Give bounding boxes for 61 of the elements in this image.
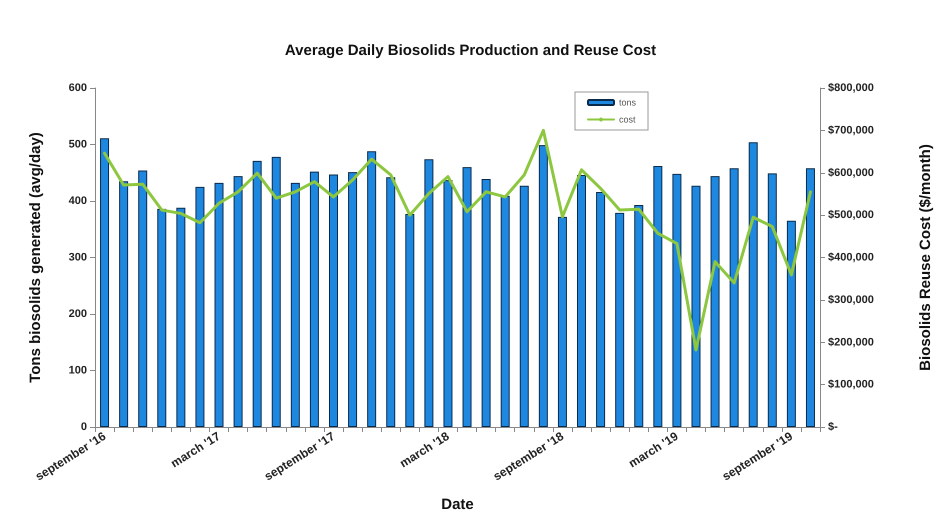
y2-tick-label: $800,000: [828, 82, 874, 94]
bar: [290, 182, 300, 427]
y2-tick-label: $100,000: [828, 378, 874, 391]
y2-tick-label: $300,000: [828, 294, 874, 306]
y2-tick-label: $-: [828, 421, 838, 433]
y-tick-label: 0: [80, 421, 87, 433]
bar: [443, 180, 452, 427]
bar: [520, 186, 529, 427]
bar: [730, 168, 739, 427]
bar: [748, 142, 758, 427]
bar: [615, 212, 624, 427]
bar: [672, 174, 682, 427]
legend-label: tons: [619, 98, 637, 108]
legend-label: cost: [619, 114, 636, 124]
y2-tick-label: $200,000: [828, 336, 874, 348]
bar: [596, 192, 606, 427]
bar: [310, 172, 319, 427]
bar: [252, 160, 262, 427]
bar: [214, 182, 224, 427]
bar: [806, 168, 815, 427]
bar: [634, 204, 644, 427]
bar: [348, 172, 358, 427]
bar: [424, 159, 434, 427]
bar: [234, 176, 243, 427]
y2-tick-label: $700,000: [828, 124, 874, 136]
bar: [195, 186, 204, 427]
bar: [386, 177, 396, 427]
bar: [272, 156, 281, 427]
bar: [786, 220, 796, 427]
bar: [405, 214, 414, 427]
bar: [691, 186, 700, 427]
y-tick-label: 400: [68, 195, 87, 207]
bar: [119, 181, 128, 427]
bar: [157, 208, 166, 427]
y-tick-label: 600: [68, 82, 87, 94]
y-axis-title: Tons biosolids generated (avg/day): [27, 132, 44, 383]
bar: [538, 145, 548, 427]
line-series: [103, 128, 812, 352]
bar: [500, 196, 510, 427]
y2-axis-title: Biosolids Reuse Cost ($/month): [917, 144, 934, 371]
bar: [577, 175, 586, 427]
bar: [768, 173, 777, 427]
y2-tick-label: $600,000: [828, 166, 874, 179]
y-tick-label: 100: [68, 364, 87, 376]
y2-tick-label: $500,000: [828, 209, 874, 222]
bar: [653, 166, 662, 427]
bar: [328, 174, 338, 427]
bar: [138, 170, 148, 427]
bar: [100, 138, 110, 427]
bar: [482, 178, 491, 427]
bar: [462, 167, 472, 427]
chart-title: Average Daily Biosolids Production and Reuse Cost: [284, 42, 656, 59]
bar: [710, 176, 720, 427]
y-tick-label: 200: [68, 308, 87, 320]
x-axis-title: Date: [441, 496, 474, 513]
bar: [558, 216, 567, 427]
bar: [367, 151, 376, 427]
y2-tick-label: $400,000: [828, 252, 874, 264]
y-tick-label: 300: [68, 252, 87, 264]
bar: [176, 208, 186, 427]
y-tick-label: 500: [68, 138, 87, 150]
